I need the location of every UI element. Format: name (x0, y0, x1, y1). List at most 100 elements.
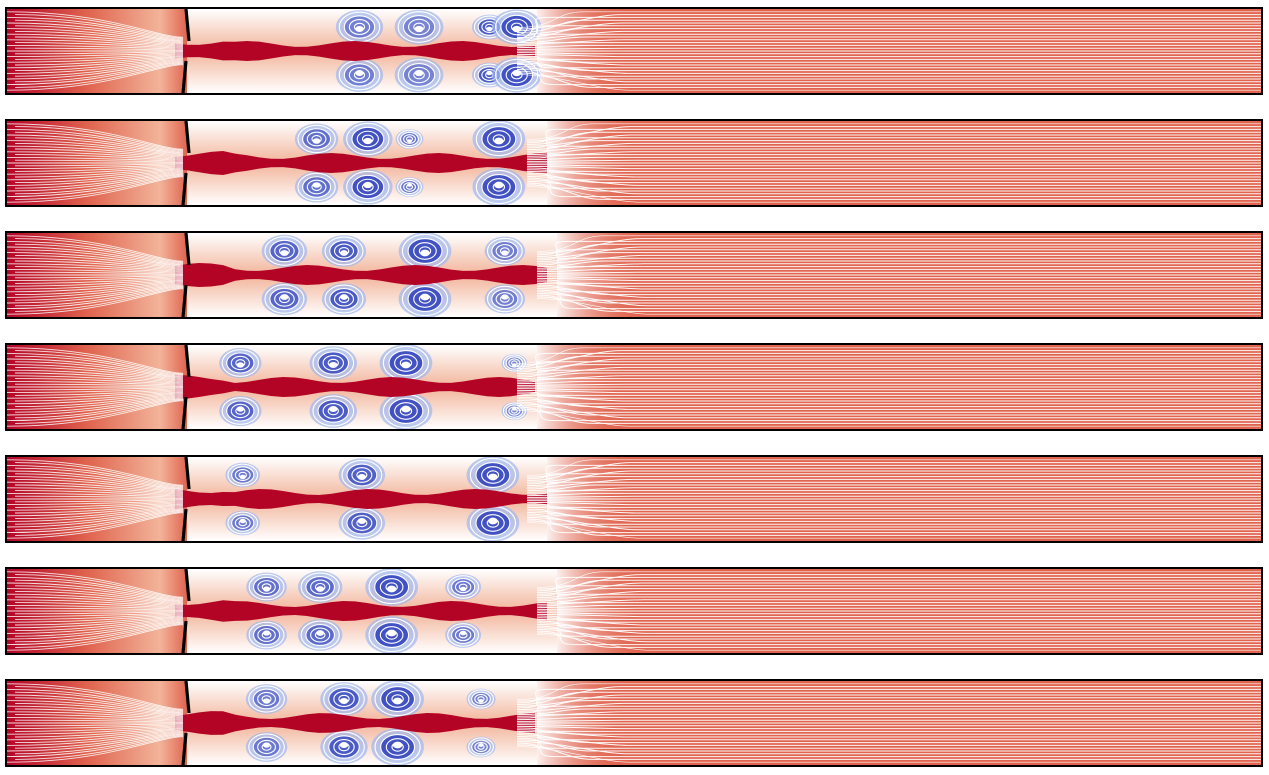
vortex-streamline (388, 350, 424, 376)
flow-panel-1 (5, 7, 1263, 95)
streamline-downstream (536, 588, 1261, 599)
streamline-upstream (7, 62, 184, 86)
vortex-streamline (348, 19, 371, 35)
streamline-upstream (7, 56, 184, 69)
streamline-upstream (14, 708, 184, 719)
streamline-downstream (526, 511, 1261, 522)
vortex-streamline (379, 578, 404, 596)
vortex-streamline (329, 288, 359, 310)
vortex-streamline (351, 515, 373, 531)
flow-panel-3 (5, 231, 1263, 319)
streamline-upstream (14, 733, 184, 755)
streamline-upstream (14, 57, 184, 72)
vortex-streamline (374, 681, 421, 717)
streamline-downstream (516, 358, 1261, 371)
vortex-streamline (346, 122, 390, 156)
streamline-upstream (7, 588, 184, 604)
streamline-downstream (536, 582, 1261, 595)
vortex-eye (312, 138, 321, 144)
vortex-streamline (403, 134, 416, 144)
streamline-downstream (536, 271, 1261, 274)
plate-lower (181, 396, 188, 429)
streamline-upstream (14, 719, 184, 723)
streamline-upstream (14, 165, 184, 172)
vortex-streamline (264, 284, 305, 314)
vortex-streamline (257, 739, 277, 755)
vortex-streamline (323, 683, 365, 715)
streamline-downstream (536, 625, 1261, 637)
streamline-upstream (14, 691, 184, 713)
streamline-upstream (14, 574, 184, 599)
streamline-upstream (7, 481, 184, 494)
streamline-downstream (526, 182, 1261, 198)
flow-field-2 (7, 121, 1261, 205)
streamline-downstream (536, 292, 1261, 307)
streamline-upstream (7, 711, 184, 720)
vortex-streamline (305, 623, 336, 647)
vortex-eye (494, 137, 504, 145)
streamline-upstream (14, 355, 184, 377)
vortex-streamline (248, 733, 285, 761)
streamline-upstream (7, 728, 184, 741)
jet-core (175, 151, 547, 175)
vortex-streamline (356, 130, 379, 148)
vortex-streamline (451, 577, 476, 597)
flow-field-4 (7, 345, 1261, 429)
streamline-downstream (536, 263, 1261, 269)
streamline-upstream (7, 508, 184, 528)
vortex-eye (512, 363, 517, 367)
flow-panel-6 (5, 567, 1263, 655)
streamline-upstream (7, 459, 184, 486)
vortex-streamline (230, 355, 250, 371)
streamline-upstream (14, 501, 184, 508)
streamline-upstream (14, 167, 184, 178)
streamline-upstream (7, 288, 184, 315)
streamline-downstream (536, 277, 1261, 282)
streamline-downstream (536, 249, 1261, 261)
streamline-upstream (7, 504, 184, 517)
vortex-streamline (329, 240, 359, 262)
plate-lower (181, 172, 188, 205)
streamline-upstream (7, 151, 184, 160)
plate-upper (184, 569, 191, 602)
flow-panel-2 (5, 119, 1263, 207)
streamline-downstream (526, 473, 1261, 485)
streamline-downstream (536, 254, 1261, 264)
streamline-upstream (14, 478, 184, 493)
vortex-eye (420, 293, 430, 301)
streamline-downstream (516, 740, 1261, 755)
vortex-streamline (505, 356, 524, 370)
streamline-upstream (14, 285, 184, 307)
streamline-upstream (7, 156, 184, 162)
streamline-upstream (7, 571, 184, 598)
streamline-downstream (536, 246, 1261, 259)
streamline-upstream (7, 734, 184, 758)
streamline-downstream (536, 291, 1261, 304)
streamline-upstream (14, 389, 184, 396)
streamline-downstream (526, 476, 1261, 487)
plate-upper (184, 233, 191, 266)
streamline-downstream (526, 490, 1261, 495)
streamline-upstream (14, 617, 184, 632)
streamline-upstream (7, 380, 184, 386)
vortex-eye (494, 181, 504, 189)
jet-core (175, 600, 547, 622)
streamline-downstream (516, 16, 1261, 32)
vortex-streamline (234, 469, 251, 481)
vortex-streamline (491, 288, 519, 310)
streamline-downstream (516, 735, 1261, 746)
streamline-upstream (14, 462, 184, 487)
vortex-streamline (374, 574, 410, 600)
streamline-upstream (14, 729, 184, 744)
streamline-upstream (14, 383, 184, 387)
streamline-upstream (7, 54, 184, 63)
streamline-upstream (14, 55, 184, 66)
vortex-streamline (252, 624, 281, 646)
streamline-upstream (14, 613, 184, 620)
vortex-streamline (454, 628, 472, 642)
vortex-streamline (333, 291, 355, 307)
vortex-streamline (252, 688, 281, 710)
streamline-upstream (14, 47, 184, 51)
streamline-downstream (526, 470, 1261, 483)
streamline-downstream (516, 42, 1261, 47)
